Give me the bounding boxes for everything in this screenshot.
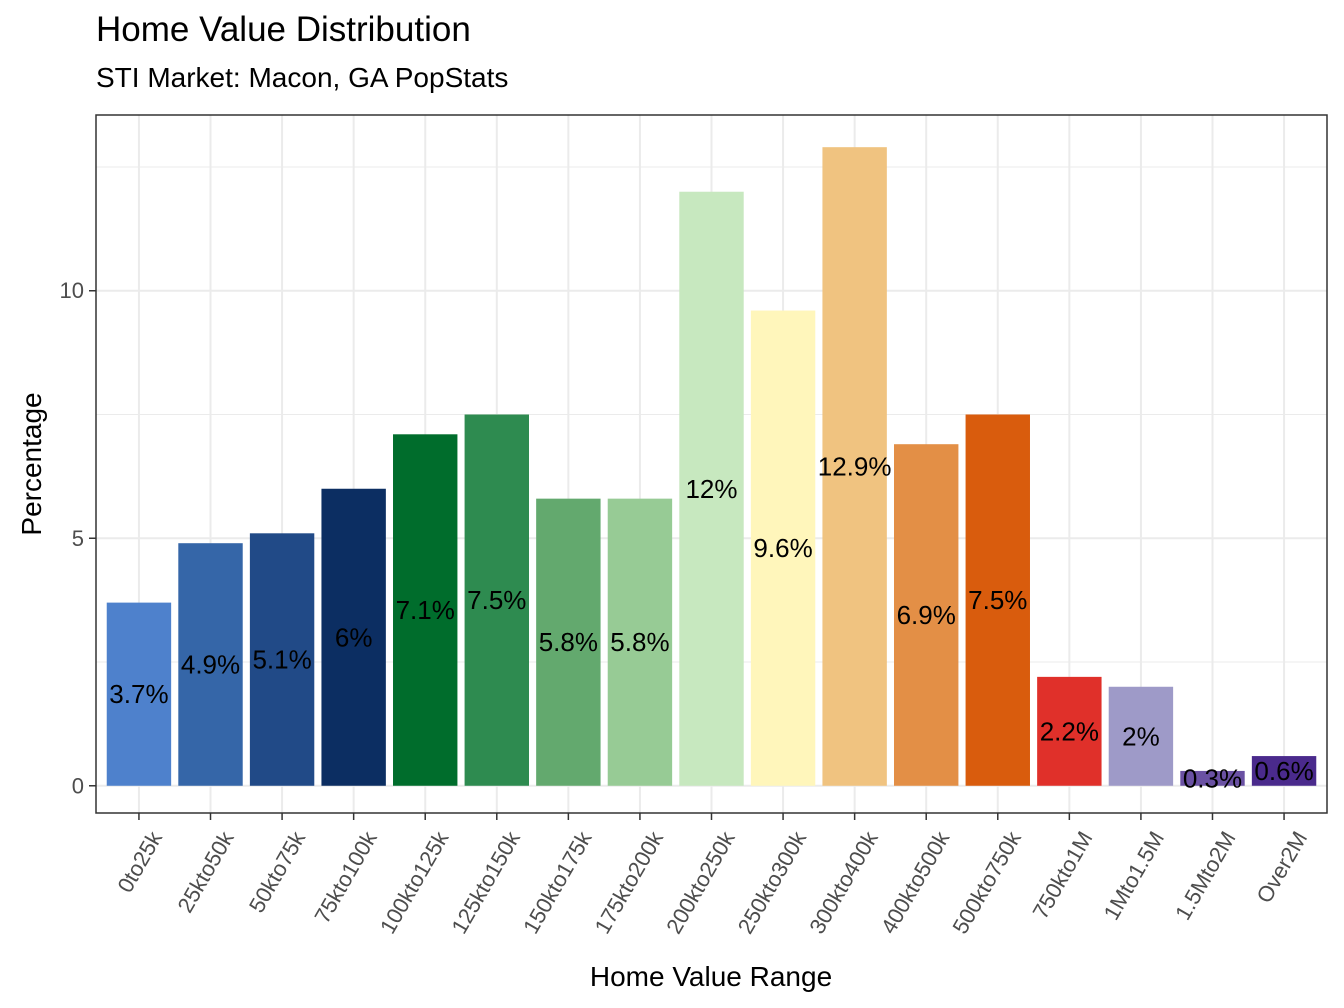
- bar: [1180, 770, 1245, 786]
- x-tick-label: 750kto1M: [1028, 827, 1098, 923]
- bar-value-label: 12.9%: [818, 451, 892, 481]
- bar-value-label: 12%: [685, 474, 737, 504]
- x-tick-label: Over2M: [1251, 827, 1312, 907]
- x-axis: 0to25k 25kto50k 50kto75k 75kto100k100kto125…: [112, 813, 1312, 938]
- y-tick-label: 10: [60, 278, 84, 303]
- x-tick-label: 25kto50k: [172, 826, 239, 917]
- bar-value-label: 2.2%: [1040, 716, 1099, 746]
- bar: [750, 310, 816, 786]
- bar: [106, 602, 172, 786]
- chart-subtitle: STI Market: Macon, GA PopStats: [96, 62, 509, 93]
- bar-value-label: 3.7%: [109, 679, 168, 709]
- bar-value-label: 5.8%: [610, 627, 669, 657]
- bar-value-label: 4.9%: [181, 649, 240, 679]
- x-tick-label: 100kto125k: [375, 826, 454, 938]
- bar: [822, 147, 887, 786]
- x-tick-label: 1.5Mto2M: [1170, 827, 1241, 924]
- y-tick-label: 0: [72, 773, 84, 798]
- bar-labels: 3.7% 4.9% 5.1% 6% 7.1% 7.5% 5.8% 5.8% 12% 9.6% 12.…: [109, 451, 1313, 793]
- bar: [965, 414, 1030, 786]
- bar-value-label: 2%: [1122, 721, 1160, 751]
- x-tick-label: 500kto750k: [947, 826, 1026, 938]
- bar-value-label: 0.3%: [1183, 763, 1242, 793]
- bar: [464, 414, 529, 786]
- x-tick-label: 175kto200k: [590, 826, 669, 938]
- x-tick-label: 0to25k: [112, 826, 167, 897]
- x-tick-label: 125kto150k: [446, 826, 525, 938]
- x-axis-title: Home Value Range: [590, 961, 832, 992]
- bar: [249, 533, 315, 786]
- bar-value-label: 7.5%: [467, 585, 526, 615]
- bar-value-label: 5.1%: [252, 645, 311, 675]
- y-tick-label: 5: [72, 526, 84, 551]
- bar: [393, 434, 458, 786]
- bar: [1037, 676, 1102, 786]
- bar-value-label: 5.8%: [539, 627, 598, 657]
- bar: [321, 488, 386, 786]
- x-tick-label: 150kto175k: [518, 826, 597, 938]
- x-tick-label: 1Mto1.5M: [1099, 827, 1170, 924]
- x-tick-label: 400kto500k: [876, 826, 955, 938]
- x-tick-label: 300kto400k: [804, 826, 883, 938]
- y-axis-title: Percentage: [16, 392, 47, 535]
- bar: [607, 498, 673, 786]
- x-tick-label: 75kto100k: [309, 826, 382, 927]
- y-axis: 0 5 10: [60, 278, 96, 798]
- x-tick-label: 250kto300k: [733, 826, 812, 938]
- x-tick-label: 200kto250k: [661, 826, 740, 938]
- bar: [536, 498, 601, 786]
- bar: [1108, 686, 1174, 786]
- bar-value-label: 6%: [335, 622, 373, 652]
- x-tick-label: 50kto75k: [244, 826, 311, 917]
- bar-value-label: 0.6%: [1254, 756, 1313, 786]
- bar-value-label: 7.5%: [968, 585, 1027, 615]
- bar: [178, 543, 243, 786]
- bars: [106, 147, 1317, 786]
- chart-title: Home Value Distribution: [96, 10, 471, 49]
- bar-value-label: 6.9%: [897, 600, 956, 630]
- bar: [679, 191, 744, 786]
- bar: [1251, 756, 1317, 786]
- bar-value-label: 7.1%: [396, 595, 455, 625]
- bar: [894, 444, 959, 786]
- bar-value-label: 9.6%: [753, 533, 812, 563]
